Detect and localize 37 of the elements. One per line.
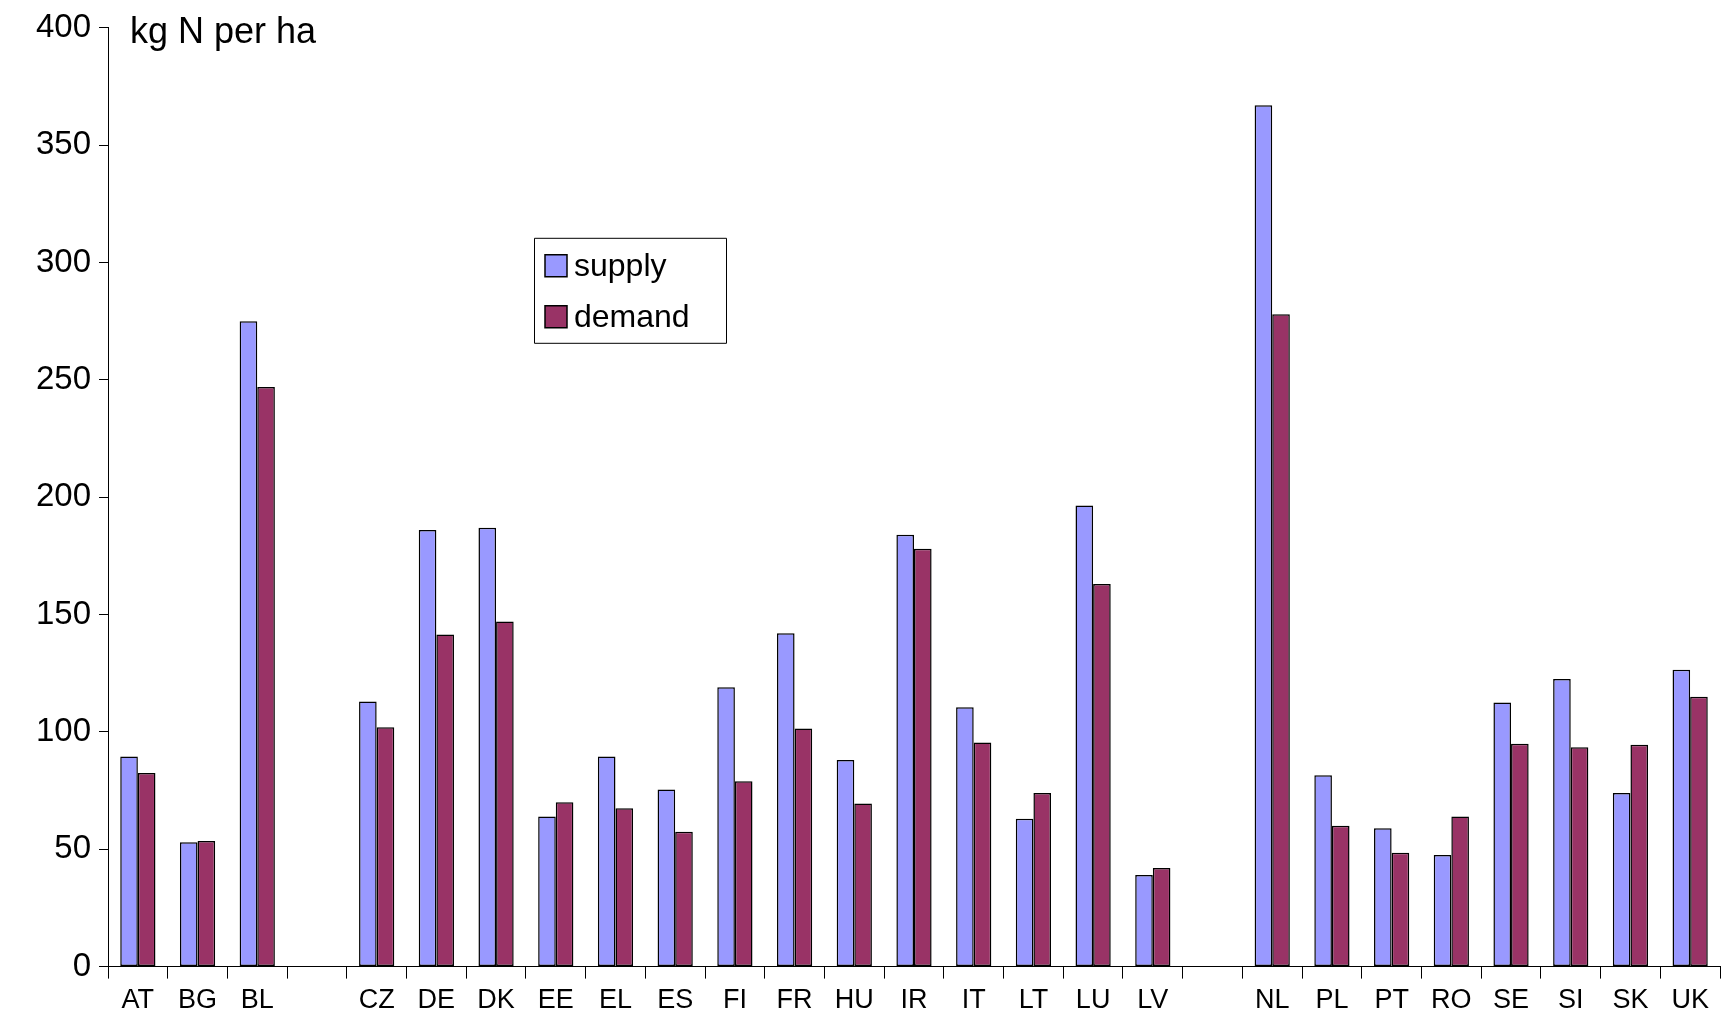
y-tick-label: 150 <box>35 593 91 631</box>
y-tick-label: 400 <box>35 6 91 44</box>
y-axis-title: kg N per ha <box>130 9 318 51</box>
x-tick-label: NL <box>1254 984 1290 1015</box>
x-tick-label: EL <box>598 984 632 1015</box>
x-tick-label: LV <box>1137 984 1169 1015</box>
y-tick-label: 300 <box>35 241 91 279</box>
legend-label: supply <box>574 246 667 283</box>
y-tick-label: 250 <box>35 358 91 396</box>
y-tick-label: 0 <box>72 945 91 983</box>
y-tick-label: 350 <box>35 124 91 162</box>
x-tick-label: SK <box>1612 984 1649 1015</box>
y-tick-label: 100 <box>35 710 91 748</box>
x-tick-label: FR <box>776 984 813 1015</box>
x-tick-label: PL <box>1315 984 1349 1015</box>
x-tick-label: UK <box>1671 984 1709 1015</box>
x-tick-label: SI <box>1557 984 1584 1015</box>
legend-label: demand <box>574 297 690 334</box>
x-tick-label: IT <box>961 984 986 1015</box>
x-tick-label: RO <box>1431 984 1472 1015</box>
x-tick-label: LT <box>1018 984 1049 1015</box>
x-tick-label: AT <box>121 984 155 1015</box>
x-tick-label: DE <box>417 984 456 1015</box>
x-tick-label: ES <box>657 984 694 1015</box>
x-tick-label: LU <box>1075 984 1111 1015</box>
x-tick-label: BG <box>178 984 218 1015</box>
x-tick-label: FI <box>722 984 747 1015</box>
x-tick-label: CZ <box>358 984 395 1015</box>
x-tick-label: DK <box>477 984 515 1015</box>
x-tick-label: IR <box>900 984 928 1015</box>
y-tick-label: 50 <box>54 828 91 866</box>
x-tick-label: PT <box>1374 984 1409 1015</box>
x-tick-label: SE <box>1493 984 1530 1015</box>
x-tick-label: HU <box>834 984 874 1015</box>
y-tick-label: 200 <box>35 476 91 514</box>
x-tick-label: BL <box>240 984 274 1015</box>
x-tick-label: EE <box>537 984 574 1015</box>
